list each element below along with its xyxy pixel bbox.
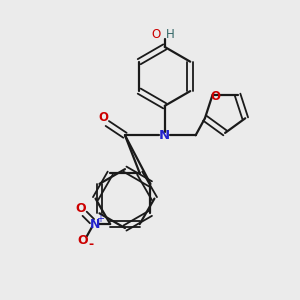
Text: O: O — [77, 234, 88, 248]
Text: H: H — [166, 28, 175, 41]
Text: +: + — [96, 214, 104, 224]
Text: O: O — [75, 202, 86, 215]
Text: O: O — [151, 28, 160, 41]
Text: -: - — [88, 238, 94, 251]
Text: N: N — [90, 218, 100, 231]
Text: N: N — [159, 129, 170, 142]
Text: O: O — [211, 89, 220, 103]
Text: O: O — [98, 111, 108, 124]
